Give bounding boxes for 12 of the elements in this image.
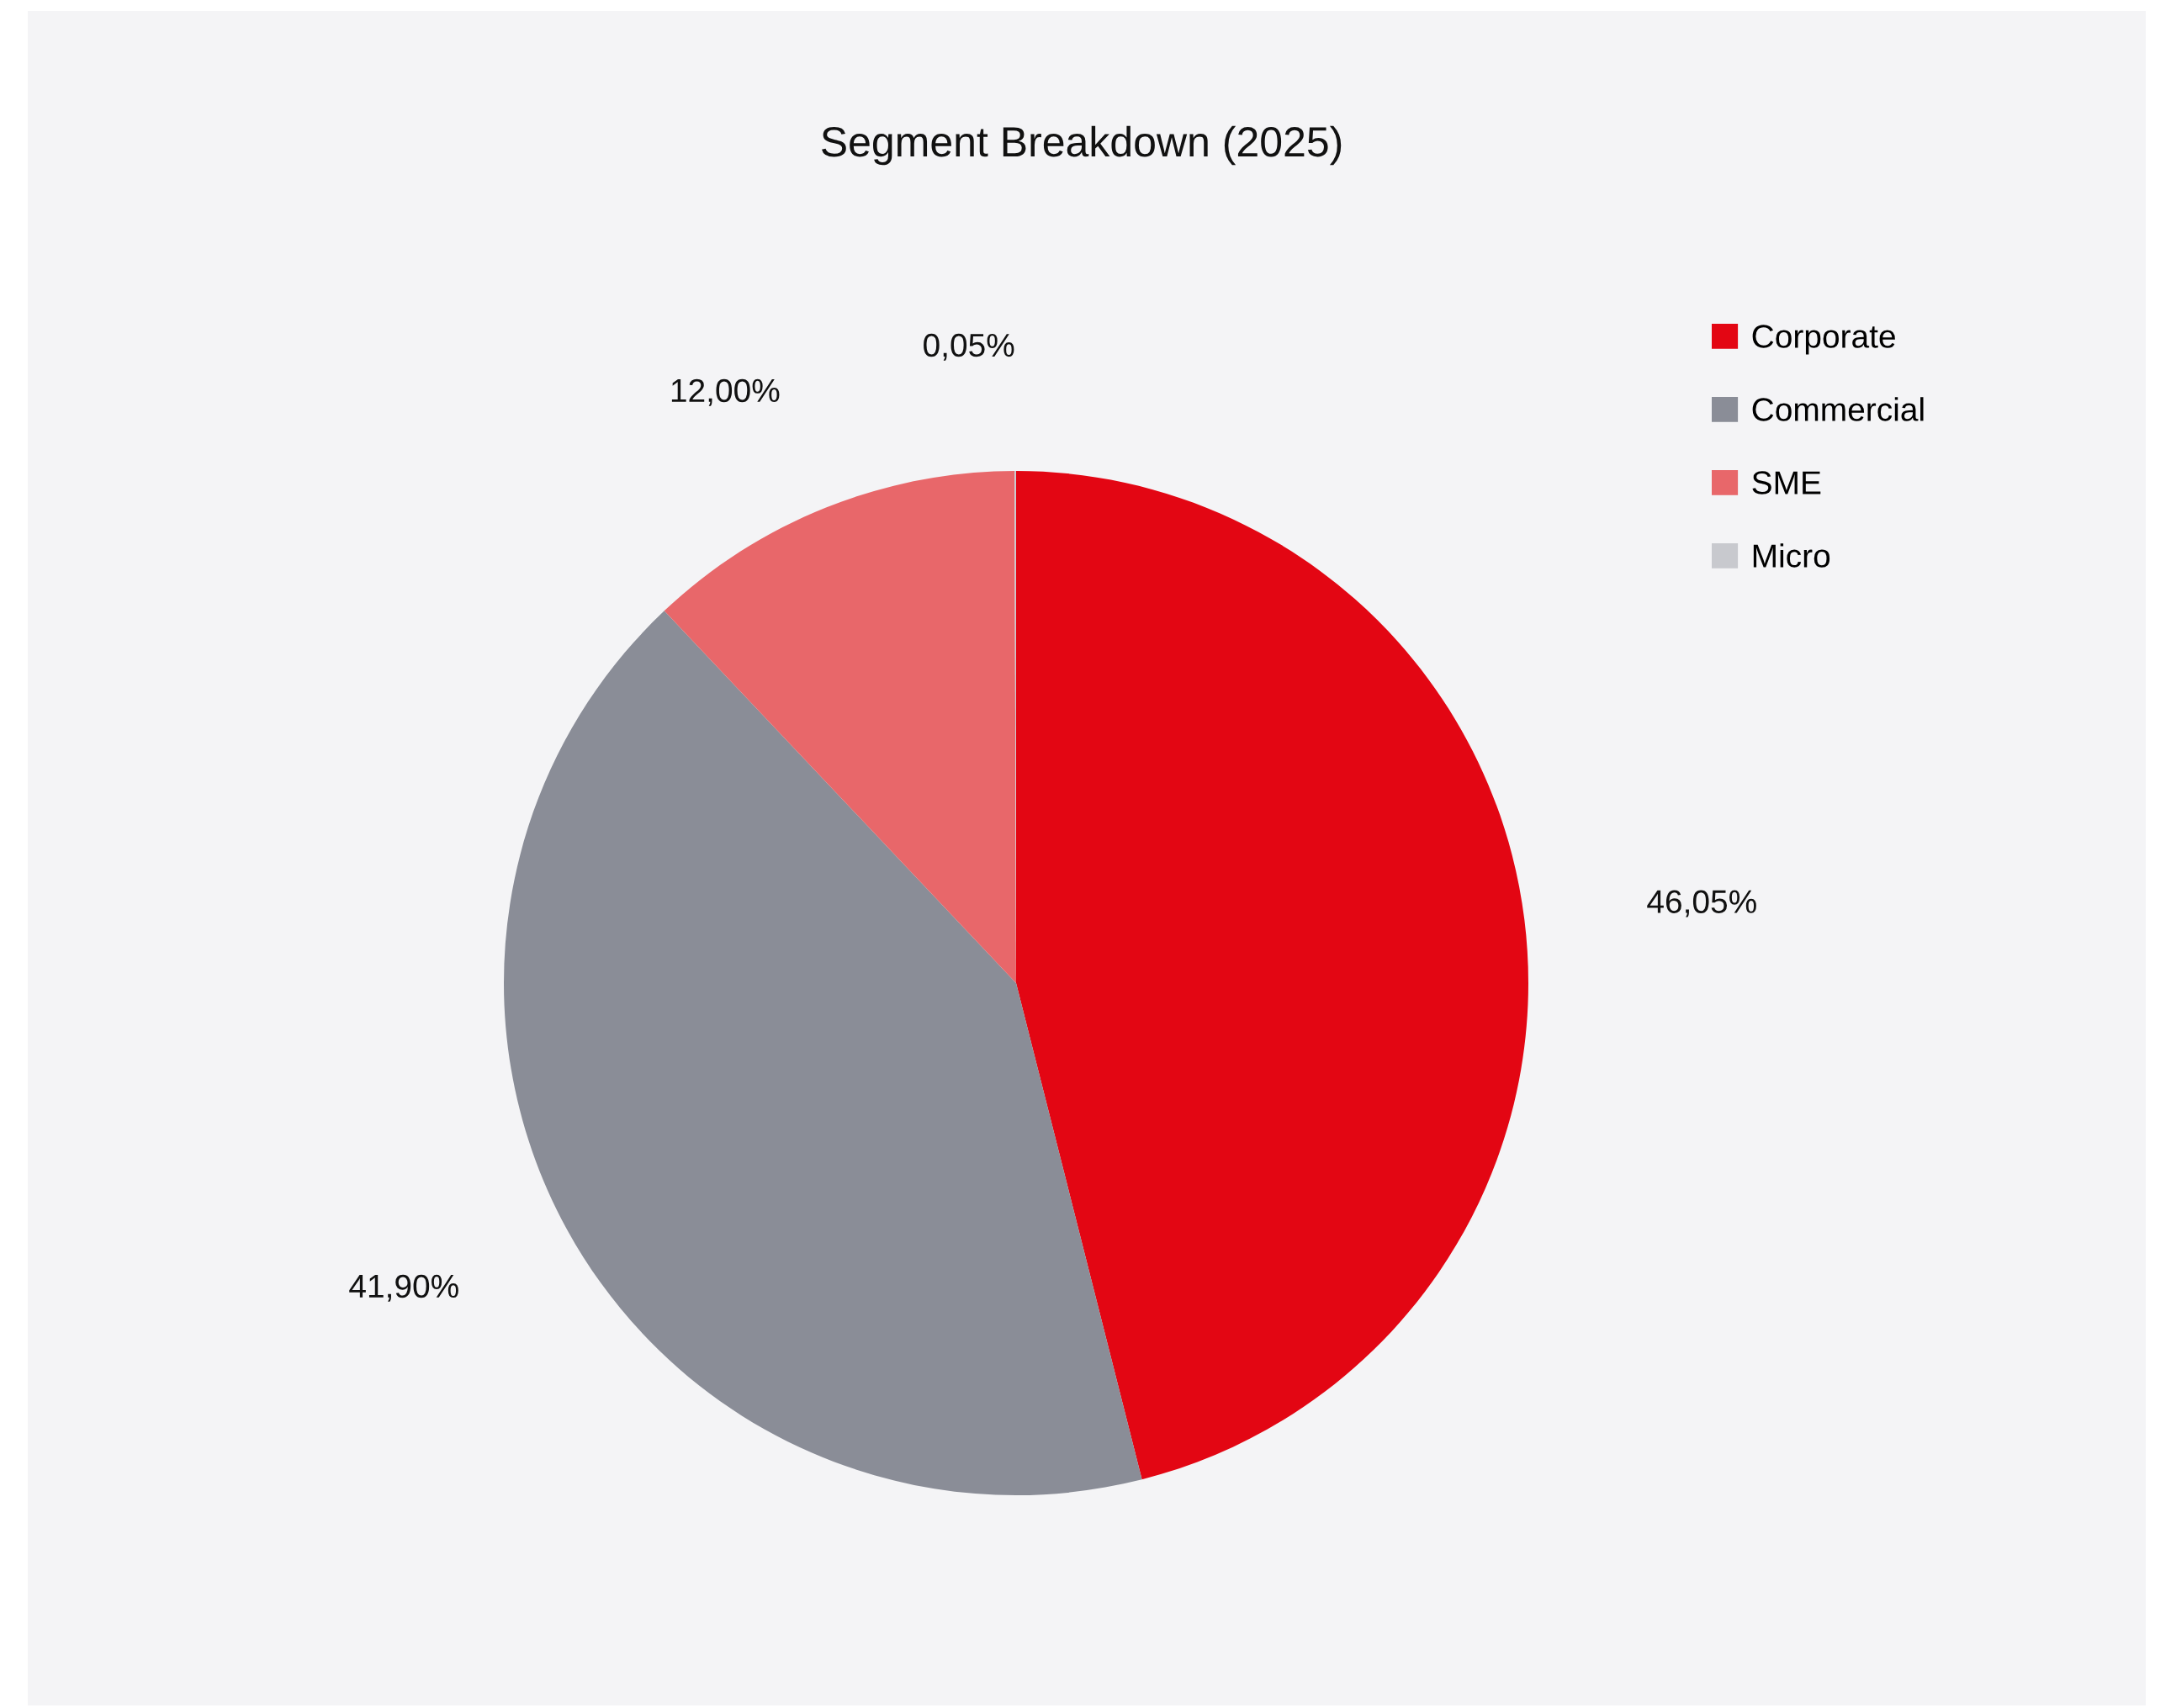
pie-slice [664,471,1016,983]
data-label: 12,00% [671,378,780,406]
data-label: 0,05% [924,333,1014,361]
legend-label: Commercial [1752,397,1924,421]
pie-slice [504,611,1142,1495]
chart-title: Segment Breakdown (2025) [822,125,1342,166]
data-label: 46,05% [1647,890,1756,917]
pie-slice [1016,471,1528,1480]
legend-label: Micro [1753,543,1830,568]
legend-label: SME [1752,471,1821,494]
legend-label: Corporate [1752,325,1895,355]
data-label: 41,90% [349,1274,458,1302]
